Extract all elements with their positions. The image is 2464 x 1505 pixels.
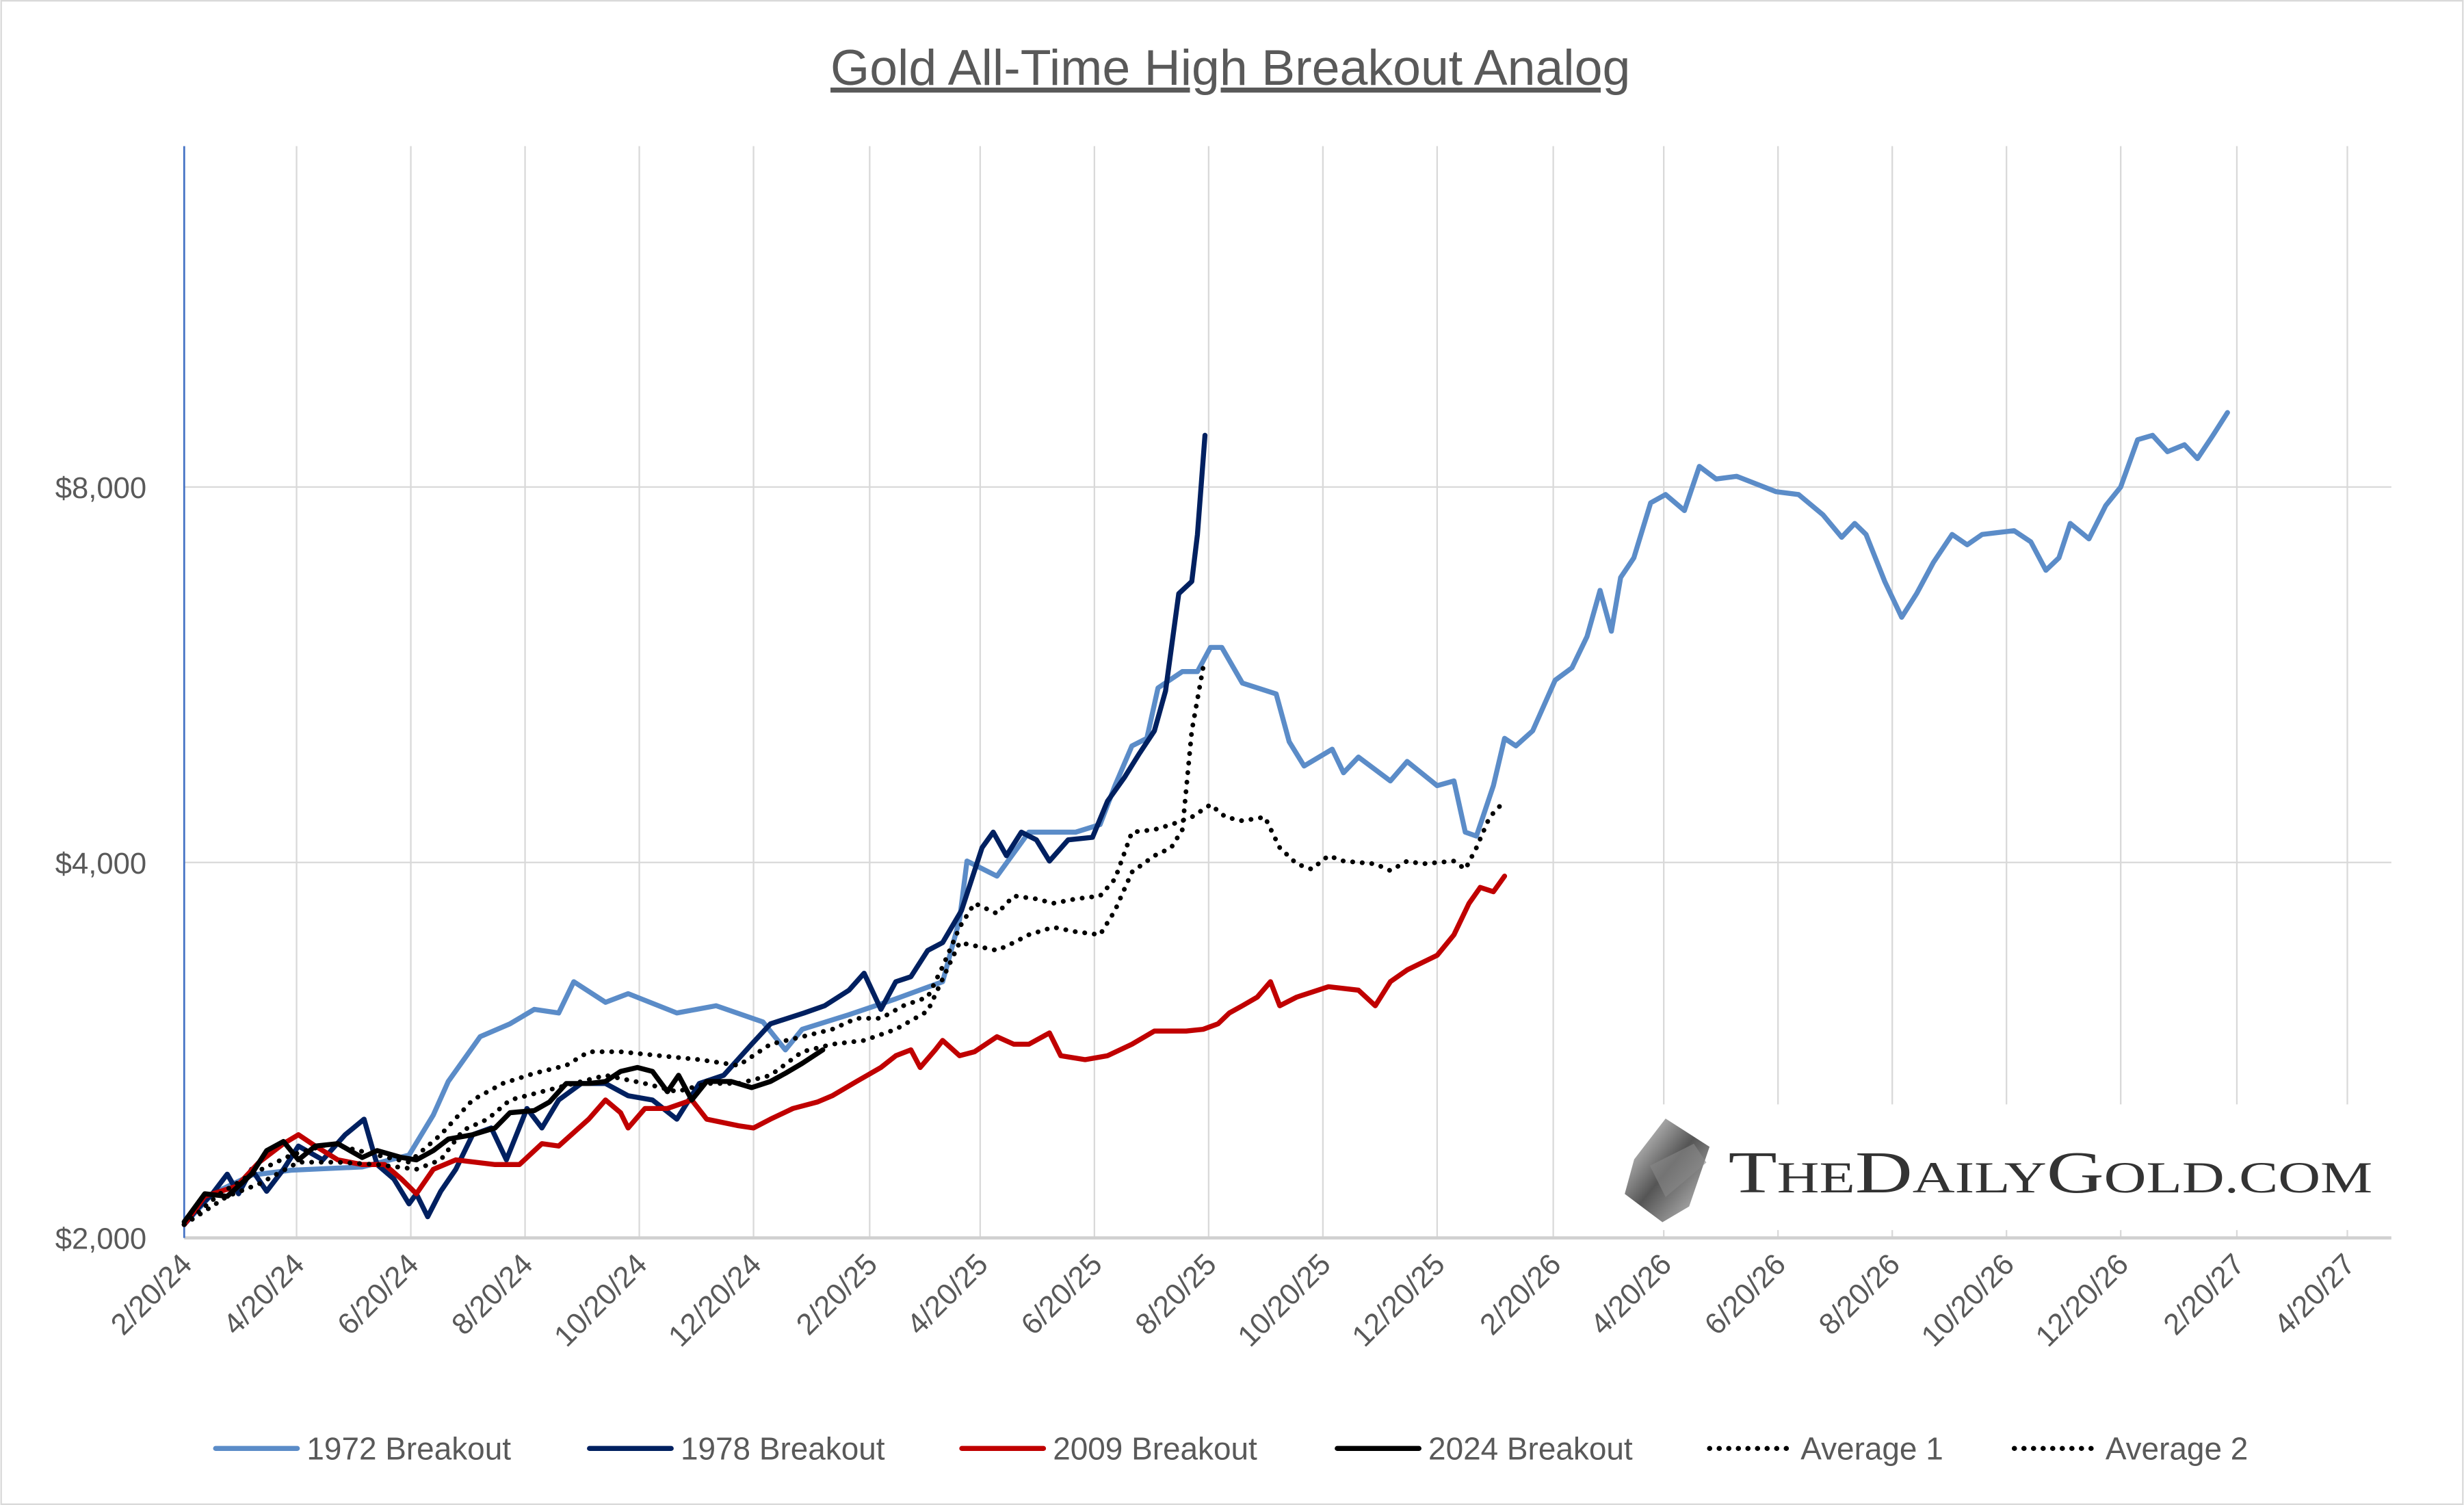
watermark-logo: T HE D AILY G OLD.COM: [1615, 1104, 2385, 1231]
y-axis-ticks: $2,000 $4,000 $8,000: [55, 472, 146, 1256]
series-line-1972-breakout: [181, 410, 2230, 1227]
legend-label: 1972 Breakout: [306, 1430, 511, 1466]
chart-title: Gold All-Time High Breakout Analog: [830, 39, 1630, 96]
series-line-average-2: [181, 665, 1206, 1227]
legend: 1972 Breakout 1978 Breakout 2009 Breakout 2…: [213, 1430, 2248, 1466]
legend-item: 1978 Breakout: [587, 1430, 885, 1466]
y-tick-label: $4,000: [55, 848, 146, 880]
legend-item: 1972 Breakout: [213, 1430, 511, 1466]
gridlines: [183, 146, 2391, 1240]
legend-label: 2024 Breakout: [1428, 1430, 1633, 1466]
y-tick-label: $2,000: [55, 1223, 146, 1256]
legend-label: Average 1: [1800, 1430, 1943, 1466]
legend-item: 2024 Breakout: [1335, 1430, 1633, 1466]
legend-item: 2009 Breakout: [959, 1430, 1257, 1466]
series-lines: [181, 410, 2230, 1227]
legend-label: 1978 Breakout: [681, 1430, 885, 1466]
legend-label: Average 2: [2106, 1430, 2248, 1466]
series-line-2009-breakout: [181, 874, 1508, 1227]
series-line-average-1: [181, 798, 1507, 1227]
legend-label: 2009 Breakout: [1053, 1430, 1257, 1466]
legend-item: Average 1: [1707, 1430, 1943, 1466]
y-tick-label: $8,000: [55, 472, 146, 505]
legend-item: Average 2: [2011, 1430, 2248, 1466]
